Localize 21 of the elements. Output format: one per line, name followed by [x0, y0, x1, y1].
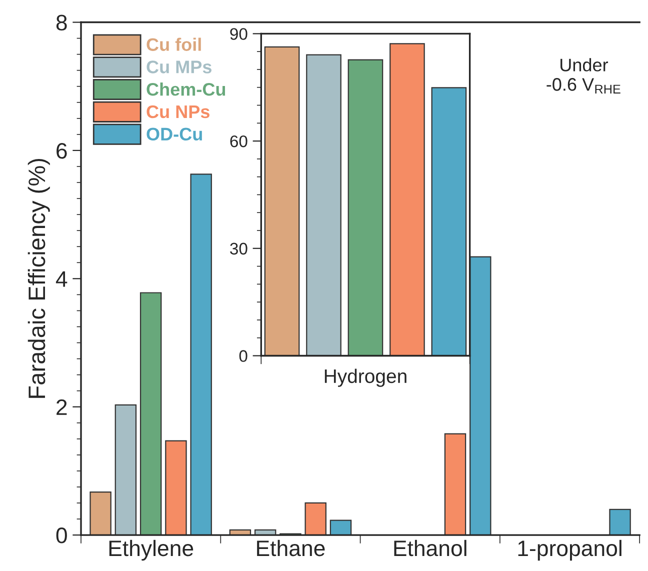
y-tick-label: 4 [56, 271, 68, 287]
annotation: Under -0.6 V$_{RHE}$ [546, 58, 620, 94]
legend-label: Chem-Cu [146, 82, 226, 96]
legend-label: OD-Cu [146, 128, 202, 141]
x-tick-label: Ethane [257, 540, 325, 556]
legend-label: Cu foil [146, 38, 201, 51]
y-tick-label: 30 [230, 242, 248, 255]
x-axis-title: Hydrogen [324, 368, 406, 387]
y-tick-label: 6 [56, 142, 67, 159]
y-axis-title: Faradaic Efficiency (%) [28, 158, 50, 398]
y-tick-label: 90 [230, 28, 248, 40]
x-tick-label: Ethanol [394, 540, 466, 556]
y-tick-label: 8 [56, 14, 67, 31]
y-tick-label: 0 [56, 528, 67, 544]
x-tick-label: 1-propanol [518, 540, 622, 561]
legend-label: Cu NPs [146, 105, 210, 118]
legend-label: Cu MPs [146, 60, 212, 74]
y-tick-label: 60 [230, 135, 248, 148]
y-tick-label: 0 [239, 350, 248, 362]
x-tick-label: Ethylene [109, 540, 194, 561]
y-tick-label: 2 [56, 399, 67, 415]
